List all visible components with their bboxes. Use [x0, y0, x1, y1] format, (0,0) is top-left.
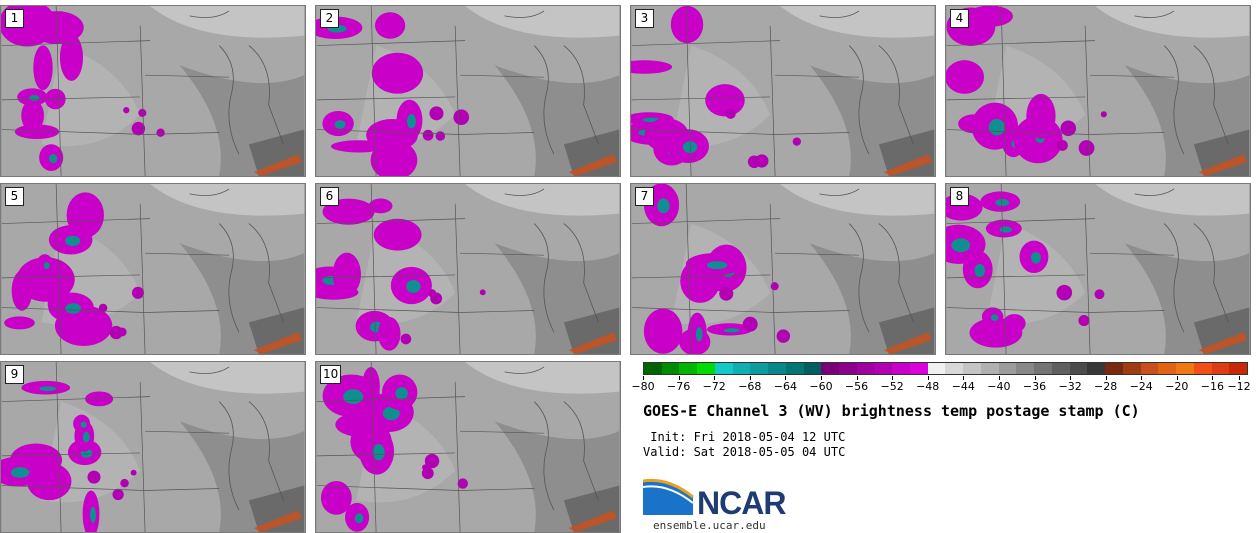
colorbar-tick-label: −44 [951, 380, 975, 393]
colorbar-swatch [1211, 363, 1230, 374]
colorbar-swatch [963, 363, 981, 374]
map-panel: 8 [945, 183, 1251, 355]
map-image [316, 6, 620, 176]
map-image [1, 184, 305, 354]
member-label: 2 [320, 9, 339, 28]
colorbar-tick-label: −36 [1022, 380, 1047, 393]
member-label: 1 [5, 9, 24, 28]
colorbar-swatch [768, 363, 786, 374]
colorbar-tick-label: −16 [1200, 380, 1224, 393]
member-label: 9 [5, 365, 24, 384]
map-panel: 5 [0, 183, 306, 355]
map-panel: 7 [630, 183, 936, 355]
map-panel: 9 [0, 361, 306, 533]
colorbar-tick-label: −40 [987, 380, 1011, 393]
map-panel: 1 [0, 5, 306, 177]
ncar-logo-icon [643, 478, 694, 515]
colorbar-tick-label: −56 [844, 380, 869, 393]
colorbar-swatch [1051, 363, 1070, 374]
colorbar-swatch [821, 363, 840, 374]
colorbar-tick-label: −24 [1129, 380, 1153, 393]
colorbar-tick-label: −32 [1058, 380, 1082, 393]
map-panel: 3 [630, 5, 936, 177]
colorbar-tick-label: −20 [1165, 380, 1189, 393]
colorbar [643, 362, 1248, 375]
colorbar-swatch [1158, 363, 1177, 374]
colorbar-swatch [980, 363, 999, 374]
colorbar-swatch [1229, 363, 1247, 374]
colorbar-swatch [679, 363, 698, 374]
member-label: 7 [635, 187, 654, 206]
colorbar-swatch [1193, 363, 1212, 374]
valid-time: Valid: Sat 2018-05-05 04 UTC [643, 445, 846, 459]
member-label: 4 [950, 9, 969, 28]
colorbar-swatch [1140, 363, 1159, 374]
map-image [316, 362, 620, 532]
map-image [946, 6, 1250, 176]
colorbar-tick-label: −72 [702, 380, 726, 393]
member-label: 3 [635, 9, 654, 28]
colorbar-tick-label: −68 [738, 380, 762, 393]
colorbar-swatch [750, 363, 769, 374]
colorbar-swatch [927, 363, 946, 374]
colorbar-tick-label: −52 [880, 380, 904, 393]
member-label: 10 [320, 365, 342, 384]
map-panel: 10 [315, 361, 621, 533]
colorbar-swatch [1034, 363, 1052, 374]
map-panel: 4 [945, 5, 1251, 177]
colorbar-swatch [1087, 363, 1106, 374]
colorbar-swatch [874, 363, 893, 374]
colorbar-tick-label: −80 [631, 380, 655, 393]
colorbar-swatch [856, 363, 875, 374]
colorbar-swatch [910, 363, 928, 374]
colorbar-swatch [697, 363, 715, 374]
member-label: 6 [320, 187, 339, 206]
colorbar-swatch [644, 363, 662, 374]
colorbar-swatch [1016, 363, 1035, 374]
colorbar-tick-label: −12 [1227, 380, 1251, 393]
colorbar-tick-label: −60 [809, 380, 833, 393]
colorbar-swatch [661, 363, 680, 374]
colorbar-tick-label: −64 [773, 380, 797, 393]
figure-title: GOES-E Channel 3 (WV) brightness temp po… [643, 402, 1140, 420]
colorbar-swatch [732, 363, 751, 374]
init-time: Init: Fri 2018-05-04 12 UTC [643, 430, 846, 444]
ncar-logo-text: NCAR [697, 485, 786, 521]
member-label: 8 [950, 187, 969, 206]
map-panel: 6 [315, 183, 621, 355]
map-image [631, 184, 935, 354]
map-image [1, 362, 305, 532]
colorbar-swatch [803, 363, 822, 374]
colorbar-swatch [1122, 363, 1141, 374]
member-label: 5 [5, 187, 24, 206]
map-image [1, 6, 305, 176]
colorbar-swatch [785, 363, 804, 374]
colorbar-swatch [1105, 363, 1123, 374]
map-image [631, 6, 935, 176]
colorbar-tick-label: −76 [666, 380, 691, 393]
colorbar-swatch [892, 363, 911, 374]
colorbar-swatch [839, 363, 857, 374]
colorbar-swatch [1069, 363, 1088, 374]
logo-url: ensemble.ucar.edu [653, 519, 766, 532]
map-image [946, 184, 1250, 354]
colorbar-tick-label: −28 [1093, 380, 1118, 393]
colorbar-swatch [714, 363, 733, 374]
map-image [316, 184, 620, 354]
colorbar-swatch [998, 363, 1017, 374]
colorbar-swatch [945, 363, 964, 374]
colorbar-tick-label: −48 [916, 380, 940, 393]
colorbar-swatch [1176, 363, 1194, 374]
colorbar-ticks: −80 −76 −72 −68 −64 −60 −56 −52 −48 −44 … [631, 376, 1251, 396]
map-panel: 2 [315, 5, 621, 177]
